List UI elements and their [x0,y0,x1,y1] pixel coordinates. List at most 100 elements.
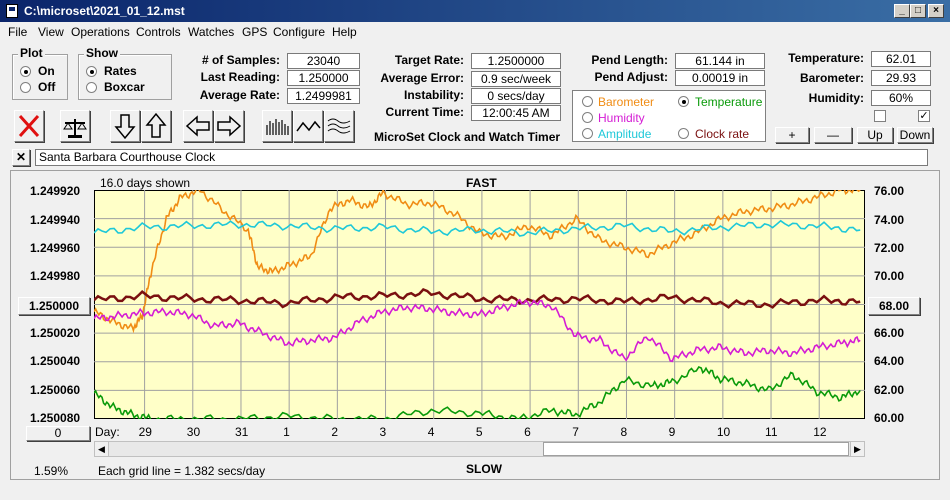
temperature-field: 62.01 [871,51,931,67]
y-right-tick: 70.00 [874,269,905,283]
up-arrow-button[interactable] [141,110,171,142]
scroll-right-arrow-icon[interactable]: ▶ [850,442,864,456]
current-time-label: Current Time: [385,105,464,119]
menu-configure[interactable]: Configure [273,25,326,39]
chart-grid [94,190,865,419]
y-right-tick: 64.00 [874,354,905,368]
instability-field: 0 secs/day [471,88,561,104]
menu-file[interactable]: File [8,25,28,39]
day-axis-label: Day: [95,425,120,439]
y-left-tick: 1.249940 [30,213,81,227]
menu-controls[interactable]: Controls [136,25,181,39]
radio-barometer[interactable] [582,96,593,107]
zero-button[interactable]: 0 [26,426,90,441]
close-watch-button[interactable]: ✕ [12,149,30,166]
close-x-icon: ✕ [15,150,27,164]
x-tick-label: 4 [427,425,435,439]
multi-wave-button[interactable] [324,110,354,142]
radio-humidity[interactable] [582,112,593,123]
series-barometer [94,190,861,334]
x-tick-label: 7 [572,425,579,439]
sensor-center-button[interactable]: 68.00 [868,297,920,315]
stop-x-icon [18,114,40,138]
menu-bar: File View Operations Controls Watches GP… [0,22,950,42]
menu-help[interactable]: Help [332,25,357,39]
minimize-button[interactable]: _ [894,4,910,18]
x-tick-label: 10 [716,425,731,439]
x-tick-label: 8 [620,425,628,439]
chart-series [94,190,861,419]
multi-wave-icon [327,118,351,134]
scale-plus-button[interactable]: + [775,127,809,143]
wave-button[interactable] [293,110,323,142]
average-rate-label: Average Rate: [199,88,280,102]
scale-up-button[interactable]: Up [857,127,893,143]
last-reading-field: 1.250000 [287,70,360,86]
x-tick-label: 1 [283,425,290,439]
humidity-field: 60% [871,90,931,106]
series-humidity [94,298,861,363]
pend-length-field: 61.144 in [675,53,765,69]
maximize-button[interactable]: □ [910,4,926,18]
horizontal-scrollbar[interactable]: ◀ ▶ [94,441,865,457]
watch-name-field[interactable]: Santa Barbara Courthouse Clock [35,149,928,166]
x-tick-label: 2 [331,425,339,439]
pend-adjust-field: 0.00019 in [675,70,765,86]
show-boxcar-radio[interactable] [86,82,97,93]
down-arrow-button[interactable] [110,110,140,142]
radio-clock-rate[interactable] [678,128,689,139]
arrow-up-icon [145,112,167,138]
arrow-down-icon [114,114,136,140]
checkbox-left[interactable] [874,110,886,122]
app-subtitle: MicroSet Clock and Watch Timer [374,130,561,144]
scroll-thumb[interactable] [543,442,849,456]
current-time-field: 12:00:45 AM [471,105,561,121]
radio-temperature[interactable] [678,96,689,107]
show-rates-label: Rates [104,64,137,78]
histogram-button[interactable] [262,110,292,142]
menu-gps[interactable]: GPS [242,25,268,39]
x-tick-label: 12 [813,425,827,439]
show-group [78,54,172,100]
average-error-field: 0.9 sec/week [471,71,561,87]
balance-scale-icon [63,119,87,138]
menu-operations[interactable]: Operations [71,25,130,39]
close-button[interactable]: × [928,4,944,18]
left-arrow-button[interactable] [183,110,213,142]
y-right-tick: 60.00 [874,411,905,425]
show-rates-radio[interactable] [86,66,97,77]
balance-button[interactable] [60,110,90,142]
y-right-tick: 66.00 [874,326,905,340]
show-group-title: Show [84,46,120,60]
rate-center-button[interactable]: 1.250000 [18,297,90,315]
scroll-left-arrow-icon[interactable]: ◀ [95,442,109,456]
y-left-tick: 1.249920 [30,184,81,198]
checkbox-right[interactable]: ✓ [918,110,930,122]
plot-off-label: Off [38,80,56,94]
y-right-tick: 74.00 [874,213,905,227]
scale-minus-button[interactable]: — [814,127,852,143]
plot-off-radio[interactable] [20,82,31,93]
menu-view[interactable]: View [38,25,64,39]
radio-amplitude[interactable] [582,128,593,139]
temperature-label: Temperature: [788,51,864,65]
humidity-label: Humidity: [808,91,864,105]
samples-field: 23040 [287,53,360,69]
show-boxcar-label: Boxcar [104,80,145,94]
stop-button[interactable] [14,110,44,142]
samples-label: # of Samples: [201,53,280,67]
x-tick-label: 30 [186,425,201,439]
days-shown-label: 16.0 days shown [100,176,191,190]
wave-icon [296,120,321,132]
right-arrow-button[interactable] [214,110,244,142]
y-left-tick: 1.250080 [30,411,81,425]
barometer-label: Barometer: [799,71,864,85]
menu-watches[interactable]: Watches [188,25,235,39]
slow-label: SLOW [466,462,502,476]
average-error-label: Average Error: [380,71,464,85]
plot-on-radio[interactable] [20,66,31,77]
label-temperature: Temperature [695,95,763,109]
y-right-tick: 62.00 [874,383,905,397]
fast-label: FAST [466,176,497,190]
scale-down-button[interactable]: Down [897,127,933,143]
